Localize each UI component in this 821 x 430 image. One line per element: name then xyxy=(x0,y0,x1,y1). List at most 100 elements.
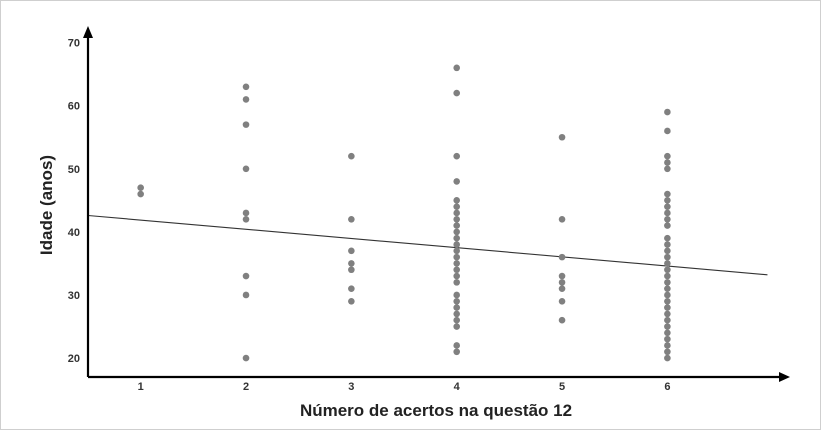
data-point xyxy=(664,159,671,166)
data-point xyxy=(453,247,461,255)
data-point xyxy=(664,108,671,116)
data-point xyxy=(348,215,355,223)
x-tick-label: 3 xyxy=(348,381,354,393)
data-point xyxy=(453,222,461,229)
data-point xyxy=(242,83,250,91)
data-point xyxy=(558,215,566,223)
axes xyxy=(83,26,790,382)
data-point xyxy=(453,304,461,311)
data-point xyxy=(348,285,355,292)
y-tick-label: 70 xyxy=(68,38,80,50)
data-point xyxy=(664,127,671,135)
tick-labels: 1 2 3 4 5 6 20 30 40 50 60 70 xyxy=(68,38,671,393)
data-point xyxy=(453,241,461,248)
data-point xyxy=(664,354,671,362)
data-point xyxy=(664,279,671,286)
data-point xyxy=(664,215,671,223)
trend-line xyxy=(87,214,768,276)
data-point xyxy=(453,253,461,261)
x-axis-label: Número de acertos na questão 12 xyxy=(300,401,572,420)
data-point xyxy=(453,297,461,305)
data-point xyxy=(664,297,671,305)
data-point xyxy=(558,253,566,261)
data-point xyxy=(664,316,671,324)
trend-line-layer xyxy=(87,214,768,276)
data-point xyxy=(664,234,671,242)
data-point xyxy=(664,272,671,280)
data-point xyxy=(348,247,355,255)
data-point xyxy=(453,228,461,236)
data-point xyxy=(242,121,250,128)
data-point xyxy=(558,133,566,141)
data-point xyxy=(453,89,461,97)
data-point xyxy=(664,260,671,267)
data-point xyxy=(453,64,461,72)
data-point xyxy=(453,234,461,242)
data-point xyxy=(242,209,250,217)
data-point xyxy=(242,272,250,280)
data-point xyxy=(453,178,461,185)
data-point xyxy=(558,285,566,292)
y-axis-arrow xyxy=(83,26,93,38)
y-tick-label: 30 xyxy=(68,290,80,302)
y-tick-label: 40 xyxy=(68,227,80,239)
data-point xyxy=(453,272,461,280)
data-point xyxy=(453,266,461,274)
data-point xyxy=(664,241,671,248)
data-point xyxy=(664,247,671,255)
data-point xyxy=(242,215,250,223)
data-point xyxy=(664,222,671,229)
data-point xyxy=(558,272,566,280)
data-point xyxy=(137,190,144,198)
data-point xyxy=(453,203,461,210)
data-point xyxy=(453,342,461,349)
data-point xyxy=(664,304,671,311)
data-point xyxy=(664,197,671,204)
x-tick-label: 5 xyxy=(559,381,565,393)
data-point xyxy=(453,152,461,160)
data-point xyxy=(453,197,461,204)
data-point xyxy=(453,260,461,267)
y-axis-label: Idade (anos) xyxy=(37,155,56,255)
data-point xyxy=(664,310,671,318)
data-point xyxy=(558,279,566,286)
data-point xyxy=(453,323,461,330)
data-point xyxy=(664,285,671,292)
data-point xyxy=(664,152,671,160)
data-point xyxy=(453,215,461,223)
data-point xyxy=(453,291,461,299)
data-point xyxy=(348,260,355,267)
data-point xyxy=(453,348,461,356)
data-point xyxy=(558,316,566,324)
data-point xyxy=(664,266,671,274)
data-point xyxy=(664,291,671,299)
data-point xyxy=(558,297,566,305)
data-point xyxy=(242,96,250,103)
data-point xyxy=(664,329,671,337)
data-point xyxy=(664,190,671,198)
data-point xyxy=(664,253,671,261)
x-tick-label: 2 xyxy=(243,381,249,393)
y-tick-label: 60 xyxy=(68,101,80,113)
data-point xyxy=(453,209,461,217)
data-point xyxy=(664,203,671,210)
data-point xyxy=(664,323,671,330)
data-point xyxy=(137,184,144,192)
data-point xyxy=(348,152,355,160)
data-point xyxy=(664,165,671,173)
data-point xyxy=(242,165,250,173)
data-point xyxy=(664,335,671,343)
points-layer xyxy=(137,64,671,362)
y-tick-label: 20 xyxy=(68,353,80,365)
x-tick-label: 4 xyxy=(454,381,461,393)
y-tick-label: 50 xyxy=(68,164,80,176)
data-point xyxy=(453,279,461,286)
data-point xyxy=(242,291,250,299)
data-point xyxy=(348,297,355,305)
x-axis-arrow xyxy=(779,372,790,382)
x-tick-label: 6 xyxy=(664,381,670,393)
data-point xyxy=(664,209,671,217)
x-tick-label: 1 xyxy=(138,381,144,393)
